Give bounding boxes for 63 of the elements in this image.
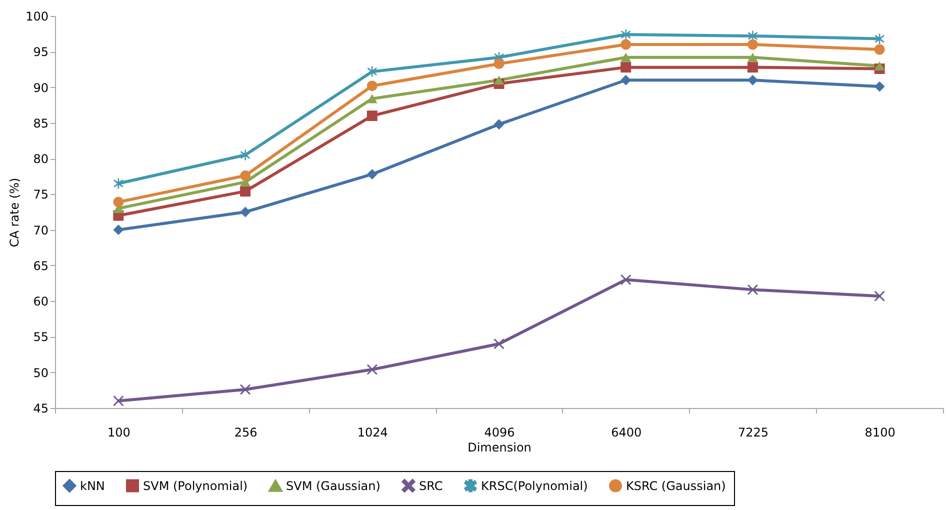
point	[620, 74, 632, 86]
point	[367, 66, 377, 77]
point	[620, 39, 632, 50]
point	[494, 76, 504, 85]
point	[747, 39, 758, 50]
point	[113, 396, 124, 406]
point	[747, 52, 758, 62]
y-tick-label: 65	[33, 258, 48, 273]
point	[114, 178, 124, 189]
y-tick-label: 80	[33, 152, 48, 166]
legend-label: KSRC (Gaussian)	[626, 478, 726, 493]
y-axis-title: CA rate (%)	[8, 178, 22, 248]
x-tick-label: 6400	[611, 426, 642, 440]
point	[240, 170, 251, 181]
y-tick-label: 55	[33, 330, 48, 344]
point	[240, 150, 250, 160]
point	[240, 384, 251, 395]
y-tick-label: 60	[33, 294, 48, 309]
legend-label: KRSC(Polynomial)	[481, 478, 588, 493]
y-tick-label: 70	[33, 223, 48, 238]
point	[747, 62, 758, 73]
point	[620, 274, 632, 285]
point	[366, 94, 378, 104]
point	[748, 30, 758, 42]
point	[620, 62, 632, 73]
point	[747, 284, 758, 295]
x-tick-label: 1024	[357, 426, 388, 440]
x-axis-title: Dimension	[468, 440, 532, 454]
point	[113, 224, 124, 236]
point	[366, 80, 378, 92]
point	[874, 34, 884, 44]
point	[494, 58, 504, 69]
y-tick-label: 85	[33, 116, 48, 130]
point	[366, 168, 378, 180]
point	[747, 74, 758, 86]
y-tick-label: 90	[33, 80, 48, 95]
y-tick-label: 95	[33, 45, 48, 60]
point	[113, 196, 124, 208]
y-tick-label: 45	[33, 402, 48, 416]
x-tick-label: 256	[234, 426, 258, 440]
point	[620, 52, 632, 62]
x-tick-label: 100	[107, 426, 130, 440]
x-tick-label: 4096	[484, 426, 515, 440]
point	[366, 364, 378, 375]
y-tick-label: 100	[26, 10, 48, 24]
point	[494, 119, 504, 130]
point	[621, 29, 631, 40]
point	[240, 186, 251, 197]
y-tick-label: 75	[33, 188, 48, 202]
point	[874, 290, 885, 302]
point	[366, 110, 378, 122]
x-tick-label: 7225	[738, 426, 768, 440]
point	[494, 338, 504, 350]
point	[240, 206, 251, 218]
legend-label: SRC	[419, 478, 443, 493]
x-tick-label: 8100	[864, 426, 896, 440]
point	[874, 81, 885, 92]
legend-label: SVM (Gaussian)	[286, 479, 380, 494]
y-tick-label: 50	[33, 366, 48, 380]
legend-label: SVM (Polynomial)	[143, 478, 248, 493]
legend-label: kNN	[80, 478, 105, 493]
point	[874, 61, 885, 70]
point	[874, 44, 885, 55]
